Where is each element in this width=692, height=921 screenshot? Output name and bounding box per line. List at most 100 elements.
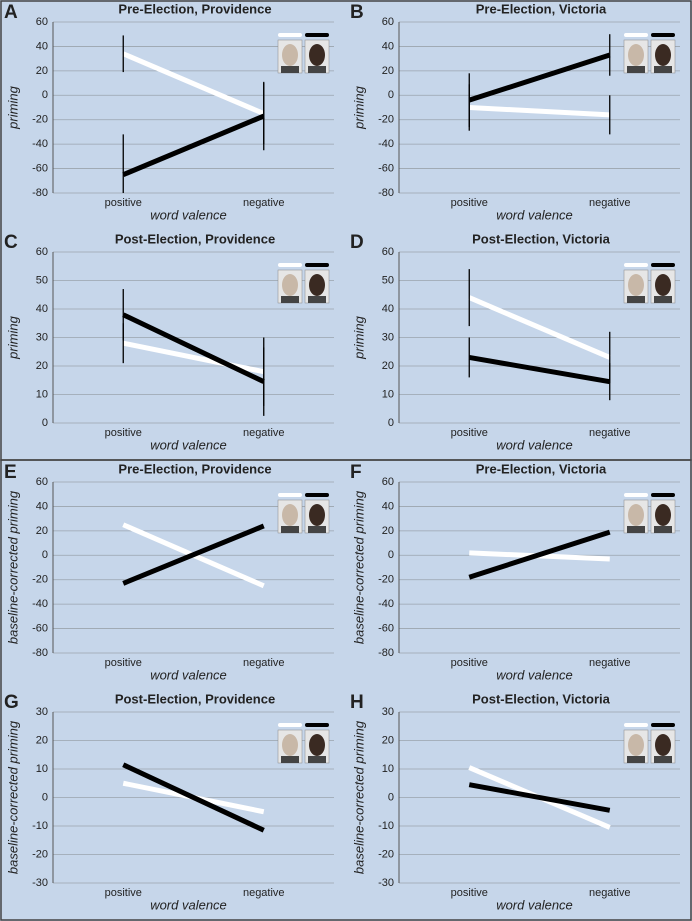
y-tick-label: -20 xyxy=(32,574,48,586)
x-axis-label: word valence xyxy=(150,897,227,912)
series-line xyxy=(122,340,265,375)
x-axis-label: word valence xyxy=(150,207,227,222)
plot-lines xyxy=(122,522,265,589)
x-tick-label: negative xyxy=(243,887,285,899)
face-icon-shirt xyxy=(627,296,645,303)
face-icon-shirt xyxy=(654,296,672,303)
legend-swatch xyxy=(651,493,675,497)
y-tick-label: 10 xyxy=(36,763,48,775)
series-line xyxy=(122,113,265,177)
face-icon xyxy=(309,44,325,66)
face-icon-shirt xyxy=(281,756,299,763)
y-tick-label: 0 xyxy=(42,791,48,803)
y-tick-label: -80 xyxy=(32,187,48,199)
y-tick-label: 0 xyxy=(388,791,394,803)
legend-swatch xyxy=(624,493,648,497)
series-line xyxy=(122,51,265,116)
y-tick-label: 0 xyxy=(388,89,394,101)
y-tick-label: -20 xyxy=(32,114,48,126)
face-icon xyxy=(282,44,298,66)
panel-letter: D xyxy=(350,232,364,253)
y-tick-label: 40 xyxy=(36,40,48,52)
chart-title: Pre-Election, Providence xyxy=(118,461,271,476)
plot-lines xyxy=(468,34,611,135)
x-tick-label: negative xyxy=(243,197,285,209)
x-tick-label: negative xyxy=(589,657,631,669)
y-tick-label: -80 xyxy=(378,187,394,199)
face-icon xyxy=(655,274,671,296)
y-tick-label: 20 xyxy=(382,360,394,372)
face-icon xyxy=(655,734,671,756)
x-axis-label: word valence xyxy=(150,667,227,682)
face-icon-shirt xyxy=(308,66,326,73)
legend-swatch xyxy=(651,263,675,267)
y-tick-label: 40 xyxy=(382,40,394,52)
plot-lines xyxy=(122,762,265,833)
y-tick-label: -10 xyxy=(32,820,48,832)
y-tick-label: 30 xyxy=(382,706,394,718)
series-line xyxy=(122,523,265,586)
frame xyxy=(0,459,692,921)
x-tick-label: negative xyxy=(243,427,285,439)
panel: F Pre-Election, Victoria baseline-correcte… xyxy=(350,461,680,682)
chart-title: Post-Election, Providence xyxy=(115,231,275,246)
y-tick-label: -20 xyxy=(378,574,394,586)
y-axis-label: priming xyxy=(351,85,366,129)
legend-swatch xyxy=(624,263,648,267)
y-tick-label: 10 xyxy=(382,763,394,775)
panel-letter: C xyxy=(4,232,18,253)
panel: H Post-Election, Victoria baseline-correct… xyxy=(350,691,680,912)
legend-swatch xyxy=(624,33,648,37)
y-tick-label: 20 xyxy=(36,734,48,746)
y-tick-label: 0 xyxy=(42,417,48,429)
y-axis-label: baseline-corrected priming xyxy=(5,490,20,644)
y-tick-label: 0 xyxy=(42,89,48,101)
face-icon xyxy=(282,274,298,296)
face-icon xyxy=(628,734,644,756)
face-icon-shirt xyxy=(627,526,645,533)
y-tick-label: 20 xyxy=(382,65,394,77)
legend-swatch xyxy=(278,263,302,267)
face-icon-shirt xyxy=(281,296,299,303)
panel: A Pre-Election, Providence priming word val… xyxy=(4,1,334,222)
y-tick-label: 20 xyxy=(36,65,48,77)
x-tick-label: positive xyxy=(105,197,142,209)
plot-lines xyxy=(468,529,611,580)
y-tick-label: 50 xyxy=(382,274,394,286)
face-icon-shirt xyxy=(308,756,326,763)
x-tick-label: positive xyxy=(105,427,142,439)
x-axis-label: word valence xyxy=(496,667,573,682)
y-tick-label: 0 xyxy=(42,549,48,561)
x-tick-label: positive xyxy=(105,657,142,669)
x-tick-label: positive xyxy=(451,887,488,899)
face-icon-shirt xyxy=(654,526,672,533)
panel-letter: B xyxy=(350,2,364,23)
y-tick-label: -40 xyxy=(378,138,394,150)
face-icon-shirt xyxy=(308,296,326,303)
face-icon xyxy=(655,504,671,526)
panel: E Pre-Election, Providence baseline-correc… xyxy=(4,461,334,682)
y-axis-label: baseline-corrected priming xyxy=(351,720,366,874)
y-tick-label: -20 xyxy=(32,848,48,860)
y-axis-label: priming xyxy=(351,315,366,359)
y-tick-label: -30 xyxy=(32,877,48,889)
y-tick-label: 60 xyxy=(382,246,394,258)
y-tick-label: 30 xyxy=(382,331,394,343)
x-tick-label: positive xyxy=(451,427,488,439)
legend-swatch xyxy=(305,33,329,37)
face-icon xyxy=(655,44,671,66)
y-tick-label: 0 xyxy=(388,549,394,561)
face-icon-shirt xyxy=(308,526,326,533)
panel: D Post-Election, Victoria priming word vale… xyxy=(350,231,680,452)
face-icon-shirt xyxy=(654,756,672,763)
face-icon xyxy=(309,274,325,296)
panel: G Post-Election, Providence baseline-corre… xyxy=(4,691,334,912)
series-line xyxy=(122,762,265,833)
panel-letter: F xyxy=(350,462,362,483)
chart-title: Pre-Election, Victoria xyxy=(476,1,607,16)
y-tick-label: -60 xyxy=(378,162,394,174)
y-tick-label: -80 xyxy=(32,647,48,659)
x-tick-label: positive xyxy=(451,657,488,669)
